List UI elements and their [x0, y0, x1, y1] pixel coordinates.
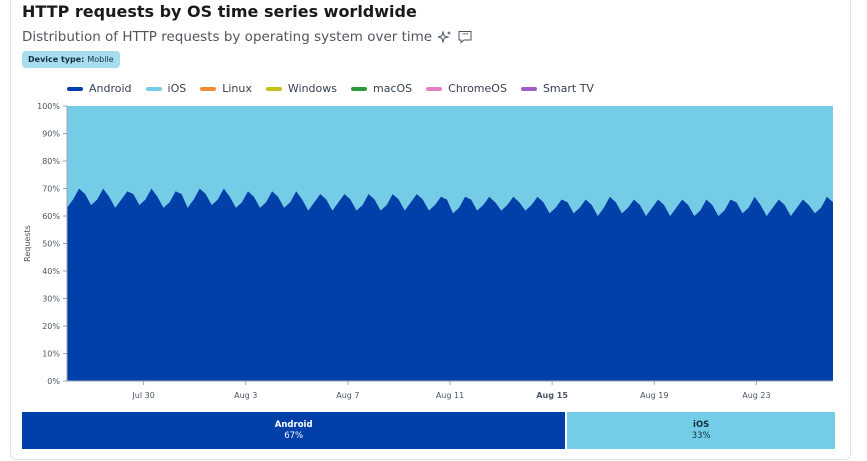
y-tick-label: 50% [42, 240, 60, 249]
legend-swatch [426, 86, 443, 91]
svg-text:”: ” [462, 32, 466, 40]
y-tick-label: 70% [42, 185, 60, 194]
legend-swatch [67, 86, 83, 91]
legend-item-ios[interactable]: iOS [145, 82, 187, 95]
x-tick-label: Jul 30 [131, 391, 154, 400]
share-segment-android[interactable]: Android 67% [22, 412, 566, 449]
y-tick-label: 60% [42, 212, 60, 221]
y-tick-label: 80% [42, 157, 60, 166]
series-area-ios [67, 106, 833, 216]
y-tick-label: 20% [42, 322, 60, 331]
legend-label: ChromeOS [448, 82, 507, 95]
share-name: Android [274, 419, 313, 430]
legend-item-smart-tv[interactable]: Smart TV [520, 82, 594, 95]
legend-label: macOS [372, 82, 413, 95]
x-tick-label: Aug 23 [742, 391, 770, 400]
legend-swatch [265, 86, 282, 91]
legend-label: Smart TV [542, 82, 594, 95]
quote-comment-icon[interactable]: ”” [458, 30, 472, 44]
svg-text:”: ” [465, 32, 469, 40]
chart-title: HTTP requests by OS time series worldwid… [22, 2, 417, 21]
y-tick-label: 30% [42, 295, 60, 304]
legend-label: Android [89, 82, 132, 95]
y-tick-label: 10% [42, 350, 60, 359]
chart-legend: Android iOS Linux Windows macOS ChromeOS Smart… [67, 82, 594, 95]
x-tick-label: Aug 19 [640, 391, 668, 400]
legend-item-chromeos[interactable]: ChromeOS [426, 82, 507, 95]
x-tick-label: Aug 7 [336, 391, 359, 400]
legend-item-android[interactable]: Android [67, 82, 132, 95]
y-tick-label: 0% [47, 377, 60, 386]
x-tick-label: Aug 15 [536, 391, 568, 400]
y-tick-label: 90% [42, 130, 60, 139]
legend-label: Linux [222, 82, 252, 95]
legend-item-linux[interactable]: Linux [200, 82, 252, 95]
chart-subtitle: Distribution of HTTP requests by operati… [22, 29, 472, 45]
subtitle-text: Distribution of HTTP requests by operati… [22, 29, 433, 45]
legend-label: iOS [167, 82, 187, 95]
legend-item-windows[interactable]: Windows [265, 82, 337, 95]
y-tick-label: 100% [37, 102, 60, 111]
share-percent: 67% [284, 430, 304, 441]
share-summary-bar: Android 67% iOS 33% [22, 412, 835, 449]
share-name: iOS [693, 419, 710, 430]
chart-card [10, 0, 851, 460]
share-percent: 33% [691, 430, 711, 441]
device-type-badge[interactable]: Device type: Mobile [22, 51, 120, 68]
share-segment-ios[interactable]: iOS 33% [567, 412, 835, 449]
y-axis-label: Requests [23, 225, 32, 262]
y-tick-label: 40% [42, 267, 60, 276]
legend-swatch [200, 86, 217, 91]
legend-swatch [520, 86, 537, 91]
badge-label: Device type: [28, 55, 85, 64]
sparkle-icon[interactable] [438, 30, 452, 44]
x-tick-label: Aug 3 [234, 391, 257, 400]
legend-item-macos[interactable]: macOS [350, 82, 413, 95]
x-tick-label: Aug 11 [436, 391, 464, 400]
legend-swatch [145, 86, 162, 91]
series-area-android [67, 188, 833, 381]
badge-value: Mobile [87, 55, 114, 64]
legend-label: Windows [287, 82, 337, 95]
legend-swatch [350, 86, 367, 91]
